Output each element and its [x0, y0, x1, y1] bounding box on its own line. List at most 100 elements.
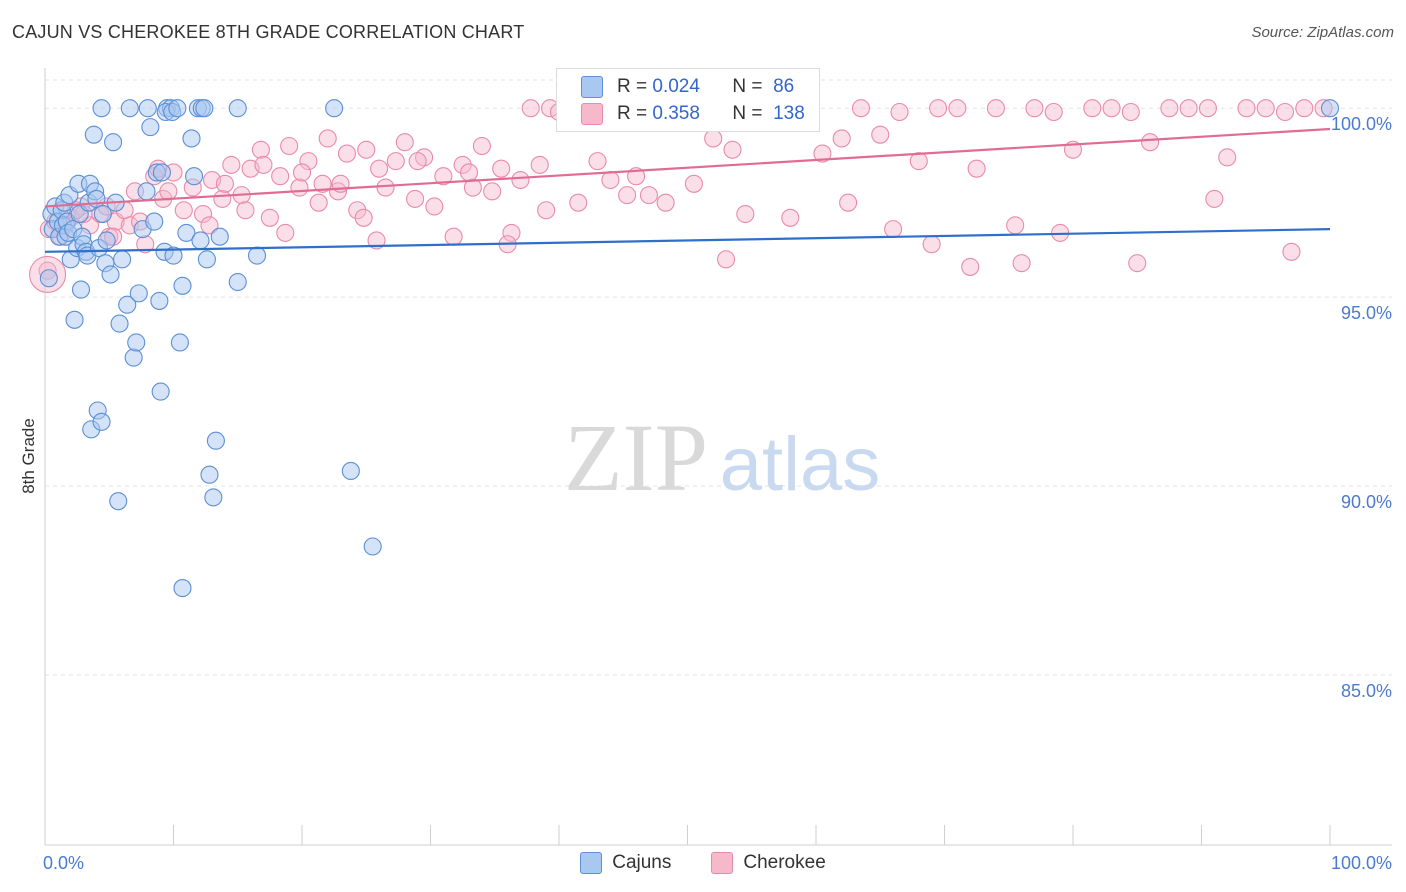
cherokee-point — [222, 155, 241, 174]
cherokee-point — [395, 133, 414, 152]
cherokee-point — [537, 201, 556, 220]
cherokee-swatch — [581, 103, 603, 125]
cherokee-point — [299, 152, 318, 171]
cajuns-regression-line — [44, 228, 1331, 253]
cherokee-point — [159, 182, 178, 201]
cajuns-point — [197, 250, 216, 269]
cherokee-point — [929, 99, 948, 118]
cajuns-swatch — [581, 76, 603, 98]
y-axis-label: 8th Grade — [19, 418, 38, 494]
cajuns-point — [247, 246, 267, 265]
cherokee-point — [961, 257, 980, 276]
cherokee-point — [337, 144, 357, 163]
cherokee-point — [1256, 99, 1275, 118]
cajuns-point — [104, 133, 123, 152]
cajuns-point — [182, 129, 201, 148]
cajuns-point — [168, 99, 187, 118]
cherokee-point — [656, 193, 675, 212]
cajuns-point — [325, 99, 344, 118]
n-value: 138 — [773, 103, 805, 124]
cherokee-point — [521, 99, 540, 118]
cherokee-point — [408, 152, 427, 171]
cherokee-point — [588, 152, 607, 171]
cajuns-point — [195, 99, 214, 118]
cajuns-point — [39, 269, 58, 288]
cajuns-point — [204, 488, 223, 507]
cherokee-point — [290, 178, 309, 197]
cherokee-point — [1006, 216, 1025, 235]
legend-item-cherokee: Cherokee — [711, 852, 826, 874]
cajuns-point — [109, 492, 128, 511]
cherokee-point — [357, 140, 376, 159]
r-value: 0.024 — [652, 76, 700, 97]
cherokee-point — [215, 174, 234, 193]
legend-item-cajuns: Cajuns — [580, 852, 671, 874]
cajuns-point — [113, 250, 132, 269]
axes — [44, 68, 1392, 846]
cajuns-point — [170, 333, 189, 352]
cherokee-point — [309, 193, 328, 212]
cherokee-point — [453, 155, 472, 174]
cherokee-point — [948, 99, 967, 118]
cajuns-point — [101, 265, 120, 284]
x-tick-label-min: 0.0% — [43, 853, 84, 873]
cajuns-point — [164, 246, 183, 265]
cajuns-point — [141, 118, 160, 137]
cajuns-point — [341, 461, 360, 480]
cajuns-point — [177, 223, 196, 242]
cajuns-points — [39, 99, 1340, 598]
cherokee-point — [483, 182, 502, 201]
cherokee-point — [406, 189, 425, 208]
cherokee-point — [1141, 133, 1160, 152]
r-value: 0.358 — [652, 103, 700, 124]
cajuns-point — [206, 431, 225, 450]
cajuns-point — [228, 272, 247, 292]
x-tick-label-max: 100.0% — [1331, 853, 1392, 873]
cherokee-point — [618, 186, 637, 205]
cherokee-point — [967, 159, 986, 178]
cherokee-point — [194, 204, 213, 224]
cherokee-point — [684, 174, 703, 193]
cajuns-point — [151, 382, 170, 401]
cherokee-point — [1025, 99, 1044, 118]
cherokee-point — [839, 193, 858, 212]
cajuns-point — [97, 231, 116, 250]
cherokee-point — [511, 170, 530, 190]
cherokee-point — [502, 223, 521, 242]
cherokee-point — [723, 140, 742, 159]
legend-label-cajuns: Cajuns — [612, 852, 672, 873]
r-label: R = — [617, 76, 648, 97]
cherokee-point — [376, 178, 395, 197]
cherokee-point — [922, 235, 941, 254]
cherokee-point — [459, 163, 479, 182]
cajuns-point — [228, 99, 247, 118]
cherokee-point — [1102, 99, 1121, 118]
watermark-zip: ZIP — [564, 404, 708, 511]
r-label: R = — [617, 103, 648, 124]
cajuns-point — [92, 412, 111, 431]
chart-title: CAJUN VS CHEROKEE 8TH GRADE CORRELATION … — [12, 22, 525, 42]
cajuns-point — [138, 99, 157, 118]
cajuns-point — [191, 231, 210, 250]
cherokee-point — [1275, 102, 1295, 122]
cherokee-point — [1121, 102, 1140, 122]
y-tick-label: 95.0% — [1341, 303, 1392, 323]
cherokee-point — [251, 140, 270, 159]
cherokee-point — [236, 201, 255, 220]
cajuns-point — [110, 314, 129, 333]
cherokee-point — [1160, 99, 1179, 118]
bottom-legend: Cajuns Cherokee — [0, 852, 1406, 874]
cajuns-point — [137, 182, 156, 201]
cherokee-point — [639, 186, 659, 205]
cherokee-point — [434, 167, 453, 186]
cajuns-point — [65, 310, 84, 329]
cherokee-point — [1218, 148, 1237, 167]
cherokee-point — [444, 227, 463, 246]
cajuns-point — [173, 579, 192, 598]
cajuns-point — [150, 291, 169, 310]
cherokee-point — [348, 201, 367, 220]
watermark-atlas: atlas — [720, 422, 881, 507]
cherokee-point — [890, 102, 909, 122]
cherokee-point — [704, 129, 723, 148]
cherokee-point — [909, 152, 928, 171]
